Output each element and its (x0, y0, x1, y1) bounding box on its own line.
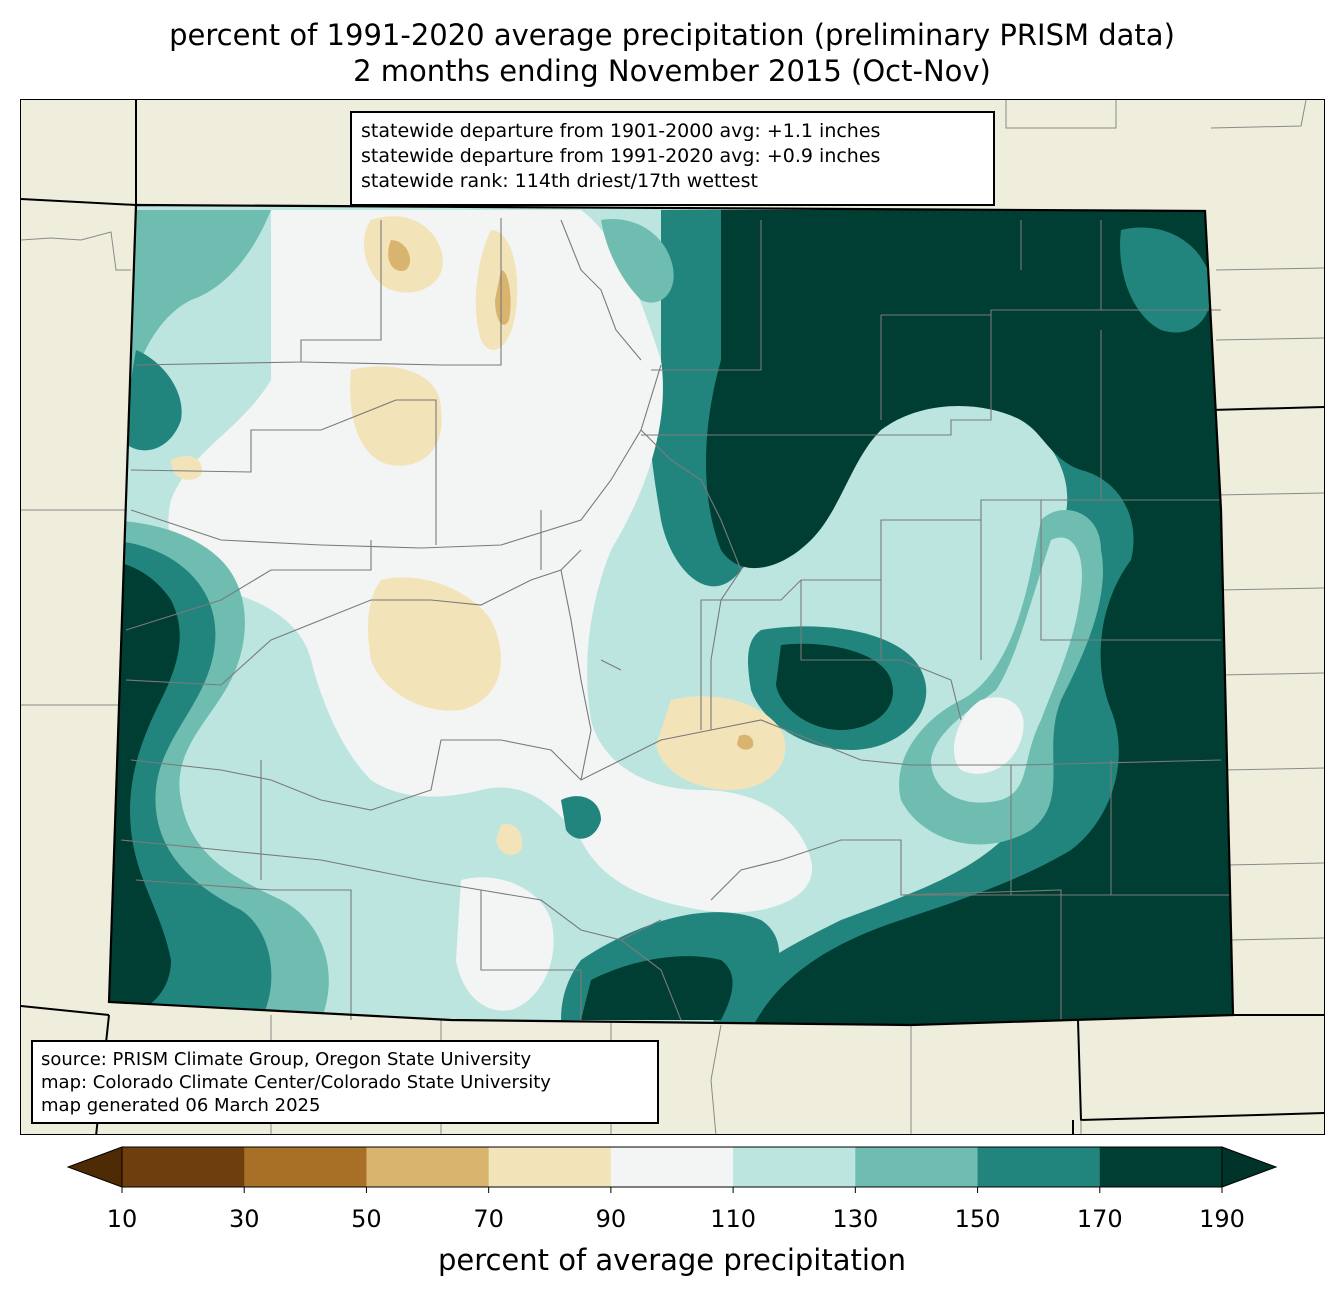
map-title: percent of 1991-2020 average precipitati… (169, 18, 1175, 52)
stats-departure-1991: statewide departure from 1991-2020 avg: … (361, 145, 881, 167)
colorbar-segment (1099, 1147, 1223, 1187)
map-subtitle: 2 months ending November 2015 (Oct-Nov) (353, 54, 991, 88)
map-credit-line: map: Colorado Climate Center/Colorado St… (41, 1072, 551, 1093)
colorbar-segment (122, 1147, 245, 1187)
statewide-stats-box: statewide departure from 1901-2000 avg: … (350, 111, 995, 206)
colorbar-title: percent of average precipitation (437, 1243, 907, 1277)
stats-departure-1901: statewide departure from 1901-2000 avg: … (361, 120, 881, 142)
precipitation-map (21, 100, 1324, 1134)
source-box: source: PRISM Climate Group, Oregon Stat… (31, 1040, 659, 1124)
generated-line: map generated 06 March 2025 (41, 1095, 321, 1116)
stats-rank: statewide rank: 114th driest/17th wettes… (361, 170, 758, 192)
colorbar-tick-label: 10 (106, 1205, 138, 1233)
colorbar-tick-label: 130 (832, 1205, 879, 1233)
precipitation-contours (109, 205, 1233, 1025)
colorbar-tick-label: 90 (595, 1205, 627, 1233)
colorbar-segment (610, 1147, 734, 1187)
colorbar-segment (733, 1147, 856, 1187)
colorbar-tick-label: 110 (710, 1205, 757, 1233)
source-line: source: PRISM Climate Group, Oregon Stat… (41, 1049, 532, 1070)
colorado-border (107, 203, 1235, 1027)
colorbar-ticks (121, 1187, 1223, 1193)
colorbar-segment (855, 1147, 979, 1187)
colorbar-outline (121, 1146, 1223, 1188)
colorbar-tick-label: 170 (1076, 1205, 1123, 1233)
colorbar-tick-label: 190 (1199, 1205, 1245, 1233)
map-frame (20, 99, 1325, 1135)
colorbar (66, 1146, 1278, 1193)
colorbar-over-arrow (1221, 1146, 1278, 1188)
colorbar-tick-label: 50 (351, 1205, 382, 1233)
colorbar-segment (488, 1147, 612, 1187)
colorbar-segments (122, 1147, 1223, 1187)
colorbar-tick-label: 150 (954, 1205, 1001, 1233)
colorbar-segment (977, 1147, 1101, 1187)
colorbar-tick-label: 30 (228, 1205, 260, 1233)
colorbar-tick-label: 70 (473, 1205, 504, 1233)
colorbar-segment (366, 1147, 490, 1187)
county-lines (120, 218, 1231, 1021)
colorbar-segment (244, 1147, 367, 1187)
colorbar-under-arrow (66, 1146, 123, 1188)
